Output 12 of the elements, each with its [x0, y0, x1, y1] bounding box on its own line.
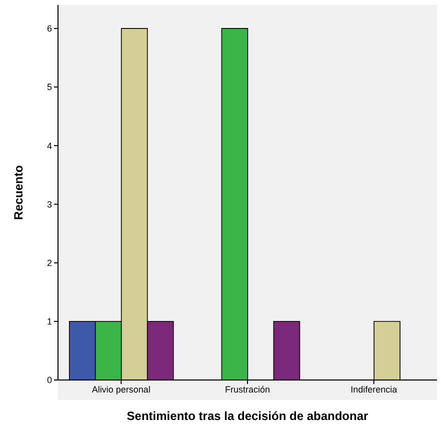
- x-axis-title: Sentimiento tras la decisión de abandonar: [126, 409, 369, 423]
- x-tick-label: Frustración: [224, 384, 270, 394]
- y-tick-label: 3: [46, 199, 52, 210]
- y-tick-label: 1: [46, 316, 52, 327]
- y-tick-label: 2: [46, 258, 52, 268]
- y-tick-label: 0: [46, 375, 52, 386]
- y-tick-label: 4: [46, 140, 52, 151]
- y-tick-label: 6: [46, 24, 52, 34]
- y-tick-label: 5: [46, 82, 52, 92]
- y-axis-title: Recuento: [11, 165, 26, 220]
- x-tick-label: Indiferencia: [350, 384, 398, 394]
- x-tick-label: Alivio personal: [92, 384, 150, 394]
